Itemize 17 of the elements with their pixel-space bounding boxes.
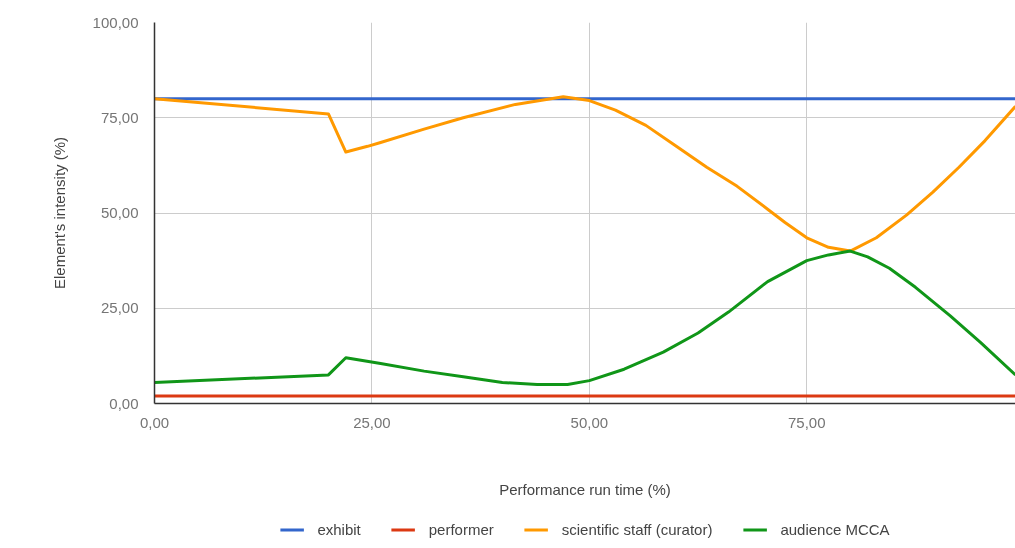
y-tick-label: 50,00: [100, 204, 139, 221]
y-tick-label: 25,00: [100, 299, 139, 317]
line-series: [154, 95, 1015, 253]
legend-label: performer: [428, 520, 494, 538]
legend-label: exhibit: [317, 520, 361, 538]
y-tick-label: 100,00: [92, 13, 139, 31]
y-axis-title: Element's intensity (%): [50, 136, 68, 290]
legend-label: audience MCCA: [780, 520, 890, 538]
x-tick-label: 50,00: [570, 413, 609, 431]
y-tick-label: 75,00: [100, 108, 139, 126]
x-axis-title: Performance run time (%): [499, 480, 671, 498]
x-tick-label: 0,00: [139, 413, 170, 431]
x-tick-label: 25,00: [353, 413, 391, 431]
y-tick-label: 0,00: [109, 394, 139, 412]
x-tick-label: 75,00: [788, 413, 826, 431]
legend-label: scientific staff (curator): [561, 520, 713, 538]
line-series: [154, 249, 1015, 386]
